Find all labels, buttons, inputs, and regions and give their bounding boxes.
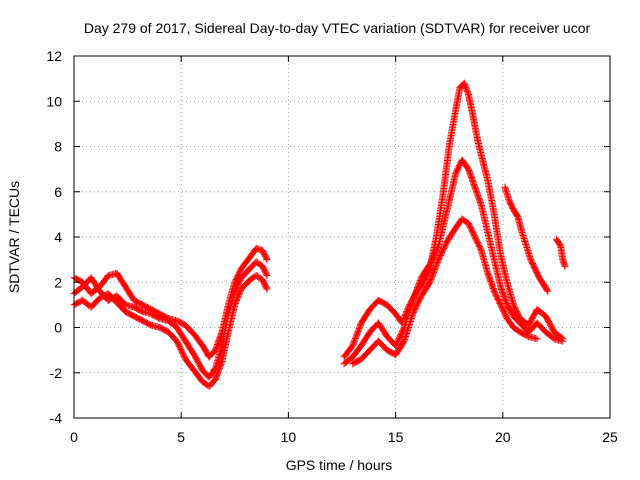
x-tick-label: 0 (70, 429, 78, 445)
y-tick-label: -2 (50, 365, 63, 381)
data-point (233, 297, 241, 305)
y-axis-label: SDTVAR / TECUs (6, 181, 22, 293)
series-track-2 (70, 258, 271, 381)
x-axis-label: GPS time / hours (286, 457, 393, 473)
data-point (263, 256, 271, 264)
data-point (262, 284, 270, 292)
y-tick-label: 0 (54, 320, 62, 336)
data-point (559, 337, 567, 345)
y-tick-label: 12 (46, 48, 62, 64)
data-points (70, 79, 569, 390)
y-tick-label: 10 (46, 93, 62, 109)
x-tick-label: 10 (281, 429, 297, 445)
data-point (231, 301, 239, 309)
series-track-5 (340, 156, 567, 368)
x-tick-label: 20 (495, 429, 511, 445)
data-point (477, 245, 485, 253)
x-tick-label: 5 (177, 429, 185, 445)
data-point (263, 285, 271, 293)
data-point (262, 270, 270, 278)
x-tick-label: 25 (602, 429, 618, 445)
x-tick-label: 15 (388, 429, 404, 445)
data-point (234, 292, 242, 300)
axis-ticks: 0 5 10 15 20 25 -4 -2 0 2 4 6 8 10 12 (46, 48, 618, 445)
data-point (235, 289, 243, 297)
series-track-1 (70, 244, 271, 361)
data-point (234, 294, 242, 302)
data-point (464, 89, 472, 97)
chart-title: Day 279 of 2017, Sidereal Day-to-day VTE… (84, 20, 591, 36)
series-track-8 (552, 235, 569, 270)
data-point (236, 288, 244, 296)
data-point (561, 262, 569, 270)
data-point (233, 295, 241, 303)
data-point (232, 298, 240, 306)
data-point (231, 299, 239, 307)
series-track-3 (70, 271, 271, 390)
y-tick-label: 6 (54, 184, 62, 200)
data-point (235, 291, 243, 299)
grid (74, 56, 610, 418)
series-track-4 (340, 79, 567, 361)
data-point (262, 254, 270, 262)
y-tick-label: 2 (54, 274, 62, 290)
y-tick-label: -4 (50, 410, 63, 426)
series-track-7 (501, 183, 552, 295)
data-point (544, 287, 552, 295)
data-point (263, 271, 271, 279)
y-tick-label: 4 (54, 229, 62, 245)
y-tick-label: 8 (54, 139, 62, 155)
data-point (434, 243, 442, 251)
data-point (543, 286, 551, 294)
series-track-6 (349, 215, 541, 368)
data-point (533, 335, 541, 343)
